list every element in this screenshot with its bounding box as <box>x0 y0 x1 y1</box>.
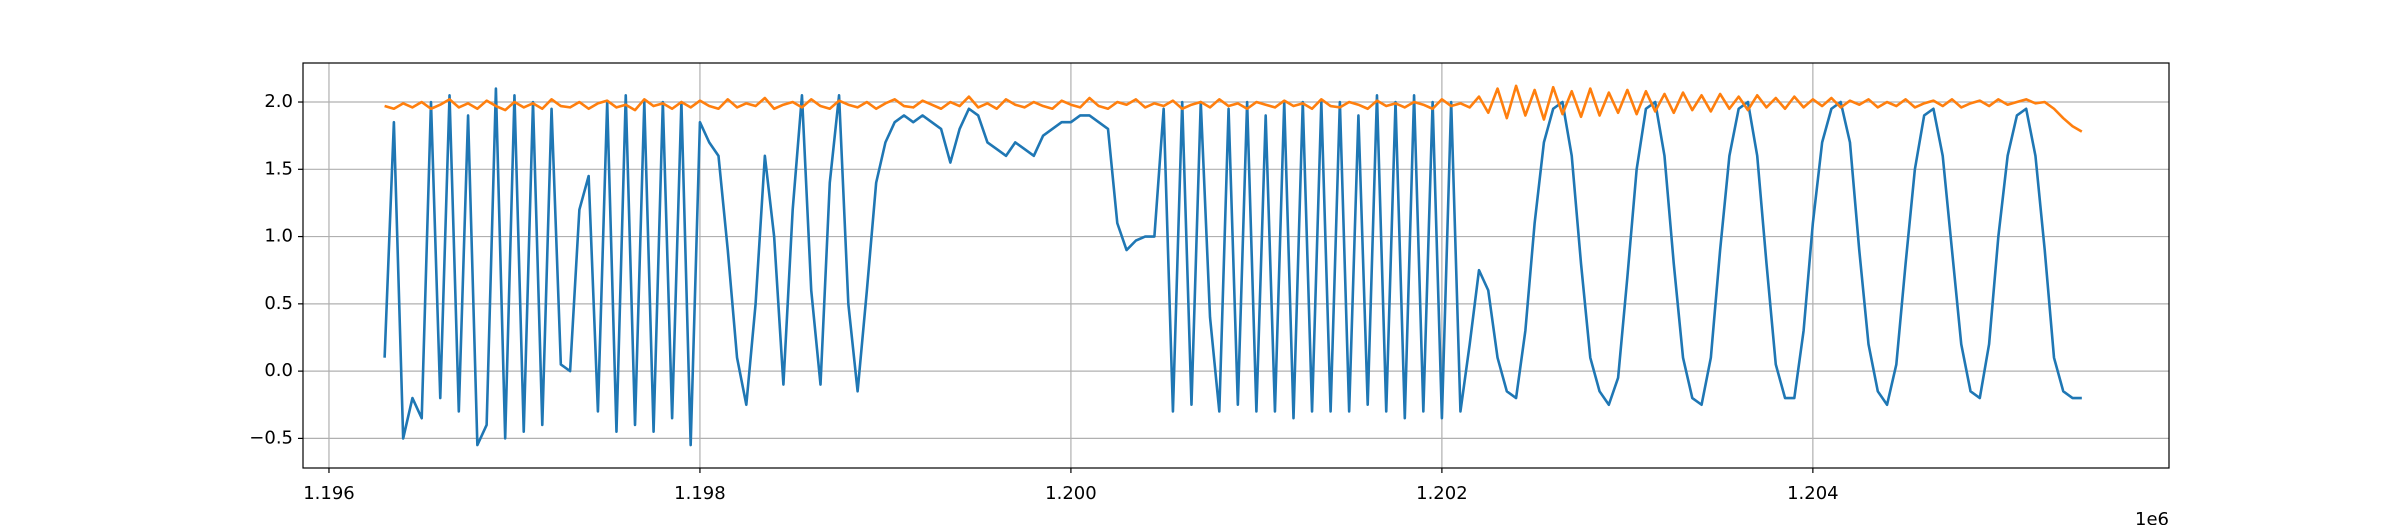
y-tick-label: 0.5 <box>264 293 293 314</box>
series-line <box>383 87 2082 447</box>
y-tick-label: 0.0 <box>264 360 293 381</box>
x-tick-label: 1.204 <box>1787 483 1839 504</box>
y-tick-label: 1.0 <box>264 226 293 247</box>
x-offset-label: 1e6 <box>2135 509 2169 525</box>
x-tick-label: 1.198 <box>674 483 726 504</box>
series-line <box>384 84 2083 133</box>
y-tick-label: 1.5 <box>264 158 293 179</box>
x-tick-label: 1.202 <box>1416 483 1468 504</box>
x-tick-label: 1.200 <box>1045 483 1097 504</box>
x-tick-label: 1.196 <box>303 483 355 504</box>
y-tick-label: 2.0 <box>264 91 293 112</box>
plot-frame <box>302 62 2170 469</box>
y-tick-label: −0.5 <box>249 427 293 448</box>
